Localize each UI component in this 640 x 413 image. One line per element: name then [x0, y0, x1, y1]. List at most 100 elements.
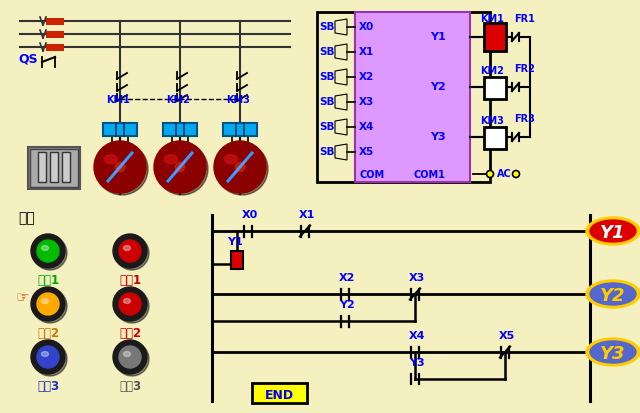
Text: Y2: Y2 — [430, 82, 445, 92]
FancyBboxPatch shape — [252, 382, 307, 404]
Text: X4: X4 — [359, 122, 374, 132]
Circle shape — [156, 144, 208, 195]
Text: X3: X3 — [409, 272, 425, 282]
Text: 停止2: 停止2 — [119, 326, 141, 339]
Circle shape — [96, 144, 148, 195]
Circle shape — [33, 342, 67, 376]
Ellipse shape — [42, 246, 49, 251]
Bar — [223, 123, 257, 136]
Bar — [484, 128, 506, 150]
Bar — [30, 150, 78, 188]
Ellipse shape — [42, 299, 49, 304]
Bar — [484, 24, 506, 52]
Text: Y3: Y3 — [600, 344, 626, 362]
Ellipse shape — [590, 283, 636, 305]
Circle shape — [119, 240, 141, 262]
Text: AC: AC — [497, 169, 512, 178]
Text: FR3: FR3 — [514, 114, 535, 124]
Text: 电源: 电源 — [18, 211, 35, 224]
Circle shape — [175, 163, 185, 172]
Text: KM2: KM2 — [480, 66, 504, 76]
Circle shape — [154, 142, 206, 194]
Ellipse shape — [104, 155, 117, 164]
Ellipse shape — [590, 221, 636, 242]
Text: X1: X1 — [359, 47, 374, 57]
Circle shape — [513, 171, 520, 178]
Circle shape — [115, 236, 149, 271]
Bar — [38, 153, 46, 183]
Circle shape — [31, 287, 65, 321]
Text: FR1: FR1 — [514, 14, 535, 24]
Bar — [163, 123, 197, 136]
Text: Y2: Y2 — [600, 286, 626, 304]
Text: X3: X3 — [359, 97, 374, 107]
Bar — [355, 13, 470, 183]
Polygon shape — [335, 120, 347, 136]
Text: 停止3: 停止3 — [119, 379, 141, 392]
Ellipse shape — [164, 155, 177, 164]
Text: SB5: SB5 — [319, 147, 342, 157]
Ellipse shape — [586, 218, 640, 245]
Text: FR2: FR2 — [514, 64, 535, 74]
Circle shape — [216, 144, 268, 195]
Text: SB3: SB3 — [319, 97, 342, 107]
Text: Y1: Y1 — [227, 236, 243, 247]
Text: X0: X0 — [359, 22, 374, 32]
Circle shape — [115, 163, 125, 172]
Text: X2: X2 — [339, 272, 355, 282]
Bar — [484, 78, 506, 100]
Circle shape — [37, 346, 59, 368]
Bar — [103, 123, 137, 136]
Text: 启动1: 启动1 — [37, 273, 59, 286]
Text: SB2: SB2 — [319, 72, 342, 82]
Bar — [46, 31, 64, 38]
Circle shape — [37, 240, 59, 262]
Circle shape — [236, 163, 244, 172]
Polygon shape — [335, 70, 347, 86]
Text: 启动3: 启动3 — [37, 379, 59, 392]
Polygon shape — [335, 95, 347, 111]
Text: KM1: KM1 — [480, 14, 504, 24]
Circle shape — [115, 342, 149, 376]
Circle shape — [33, 236, 67, 271]
Text: COM: COM — [359, 170, 384, 180]
Text: X1: X1 — [299, 209, 316, 219]
Text: Y3: Y3 — [430, 132, 445, 142]
Text: Y1: Y1 — [600, 223, 626, 242]
Text: KM2: KM2 — [166, 95, 190, 105]
Text: Y3: Y3 — [409, 357, 424, 367]
Circle shape — [94, 142, 146, 194]
Ellipse shape — [586, 280, 640, 308]
Circle shape — [214, 142, 266, 194]
Circle shape — [486, 171, 493, 178]
Text: Y1: Y1 — [430, 32, 445, 42]
Circle shape — [115, 289, 149, 323]
Bar — [50, 153, 58, 183]
Text: SB4: SB4 — [319, 122, 342, 132]
Circle shape — [31, 340, 65, 374]
Circle shape — [119, 293, 141, 315]
Circle shape — [37, 293, 59, 315]
Text: X5: X5 — [499, 330, 515, 340]
Text: X0: X0 — [242, 209, 259, 219]
Text: SB0: SB0 — [319, 22, 342, 32]
Text: X4: X4 — [409, 330, 426, 340]
Bar — [46, 44, 64, 51]
Ellipse shape — [225, 155, 237, 164]
Text: X2: X2 — [359, 72, 374, 82]
Text: 停止1: 停止1 — [119, 273, 141, 286]
Polygon shape — [335, 145, 347, 161]
Bar — [231, 252, 243, 269]
Text: X5: X5 — [359, 147, 374, 157]
Circle shape — [31, 235, 65, 268]
Circle shape — [33, 289, 67, 323]
Circle shape — [113, 287, 147, 321]
Ellipse shape — [124, 299, 131, 304]
Ellipse shape — [590, 341, 636, 363]
Ellipse shape — [586, 338, 640, 366]
Bar — [28, 147, 80, 190]
Text: SB1: SB1 — [319, 47, 342, 57]
Ellipse shape — [124, 246, 131, 251]
Bar — [317, 13, 490, 183]
Polygon shape — [335, 20, 347, 36]
